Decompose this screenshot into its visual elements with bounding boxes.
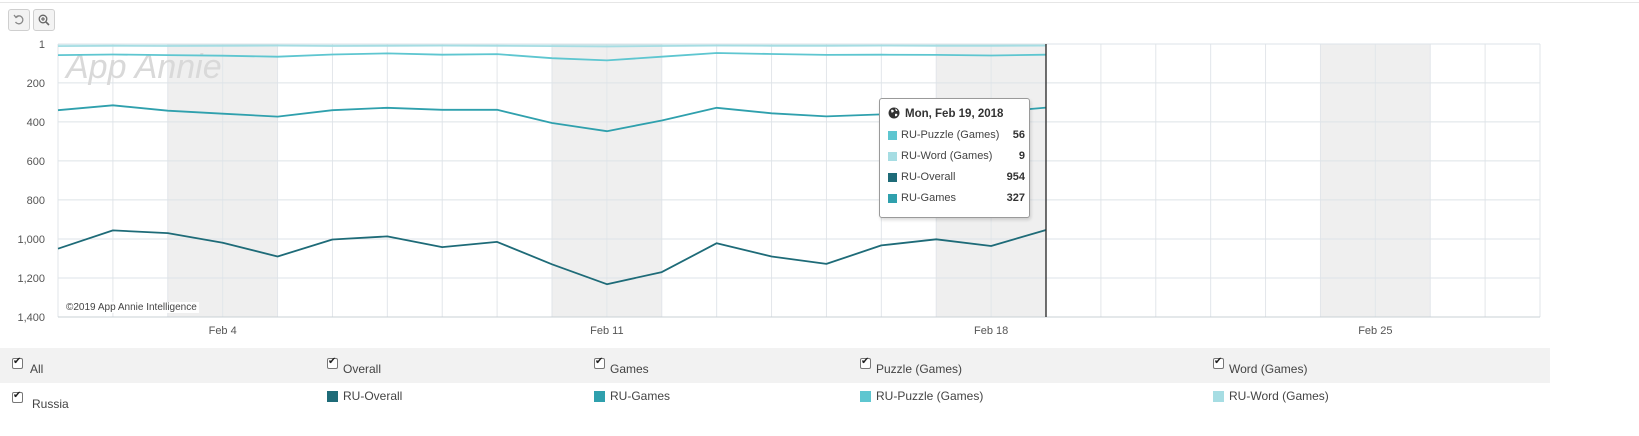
copyright-note: ©2019 App Annie Intelligence <box>64 302 199 313</box>
y-tick-label: 400 <box>27 117 45 129</box>
legend-series-row: Russia RU-Overall RU-Games RU-Puzzle (Ga… <box>0 383 1550 413</box>
globe-icon <box>888 107 900 119</box>
tooltip-swatch <box>888 173 897 182</box>
rank-chart: 1 200 400 600 800 1,000 1,200 1,400 Feb 4 Feb 11 F… <box>17 39 1541 337</box>
filter-overall-checkbox[interactable] <box>327 356 338 369</box>
zoom-in-icon <box>38 14 50 26</box>
filter-puzzle-label: Puzzle (Games) <box>876 362 963 376</box>
tooltip-row: RU-Overall 954 <box>888 171 1025 187</box>
tooltip-series-value: 954 <box>1006 171 1025 183</box>
legend-ru-puzzle[interactable]: RU-Puzzle (Games) <box>876 389 984 403</box>
undo-icon <box>13 14 24 25</box>
filter-word-checkbox[interactable] <box>1213 356 1224 369</box>
chart-tooltip: Mon, Feb 19, 2018 RU-Puzzle (Games) 56 R… <box>879 98 1030 218</box>
y-tick-label: 600 <box>27 156 45 168</box>
legend-ru-games[interactable]: RU-Games <box>610 389 671 403</box>
series-line-ru-word-games <box>57 44 1047 48</box>
x-tick-label: Feb 11 <box>590 325 623 337</box>
y-tick-label: 1,400 <box>17 312 45 324</box>
tooltip-series-name: RU-Word (Games) <box>901 150 993 162</box>
tooltip-swatch <box>888 131 897 140</box>
top-divider <box>0 2 1639 3</box>
tooltip-series-name: RU-Games <box>901 192 957 204</box>
series-line-ru-puzzle-games <box>57 52 1047 62</box>
tooltip-series-value: 56 <box>1012 129 1025 141</box>
y-tick-label: 200 <box>27 78 45 90</box>
filter-all-label: All <box>30 362 44 376</box>
tooltip-swatch <box>888 194 897 203</box>
series-line-ru-overall <box>57 229 1047 286</box>
y-tick-label: 1 <box>39 39 45 51</box>
reset-zoom-button[interactable] <box>8 9 30 31</box>
tooltip-row: RU-Puzzle (Games) 56 <box>888 129 1025 145</box>
country-label: Russia <box>32 397 69 411</box>
tooltip-row: RU-Word (Games) 9 <box>888 150 1025 166</box>
x-tick-label: Feb 4 <box>209 325 237 337</box>
tooltip-series-name: RU-Puzzle (Games) <box>901 129 1000 141</box>
filter-all-checkbox[interactable] <box>12 356 23 369</box>
tooltip-series-value: 327 <box>1006 192 1025 204</box>
legend-ru-overall[interactable]: RU-Overall <box>343 389 403 403</box>
filter-games-checkbox[interactable] <box>594 356 605 369</box>
country-russia-checkbox[interactable] <box>12 390 23 403</box>
tooltip-series-name: RU-Overall <box>901 171 956 183</box>
filter-games-label: Games <box>610 362 649 376</box>
y-tick-label: 1,200 <box>17 273 45 285</box>
filter-overall-label: Overall <box>343 362 382 376</box>
tooltip-row: RU-Games 327 <box>888 192 1025 208</box>
legend-filter-row: All Overall Games Puzzle (Games) Word (G… <box>0 348 1550 383</box>
tooltip-series-value: 9 <box>1018 150 1025 162</box>
y-tick-label: 1,000 <box>17 234 45 246</box>
legend-swatch-ru-word <box>1213 391 1224 402</box>
legend-swatch-ru-games <box>594 391 605 402</box>
zoom-in-button[interactable] <box>33 9 55 31</box>
legend-ru-word[interactable]: RU-Word (Games) <box>1229 389 1329 403</box>
x-tick-label: Feb 18 <box>974 325 1008 337</box>
legend-swatch-ru-overall <box>327 391 338 402</box>
tooltip-date: Mon, Feb 19, 2018 <box>905 108 1004 120</box>
x-tick-label: Feb 25 <box>1358 325 1392 337</box>
filter-word-label: Word (Games) <box>1229 362 1308 376</box>
legend-swatch-ru-puzzle <box>860 391 871 402</box>
app-annie-watermark: App Annie <box>64 48 222 86</box>
filter-puzzle-checkbox[interactable] <box>860 356 871 369</box>
tooltip-swatch <box>888 152 897 161</box>
y-tick-label: 800 <box>27 195 45 207</box>
